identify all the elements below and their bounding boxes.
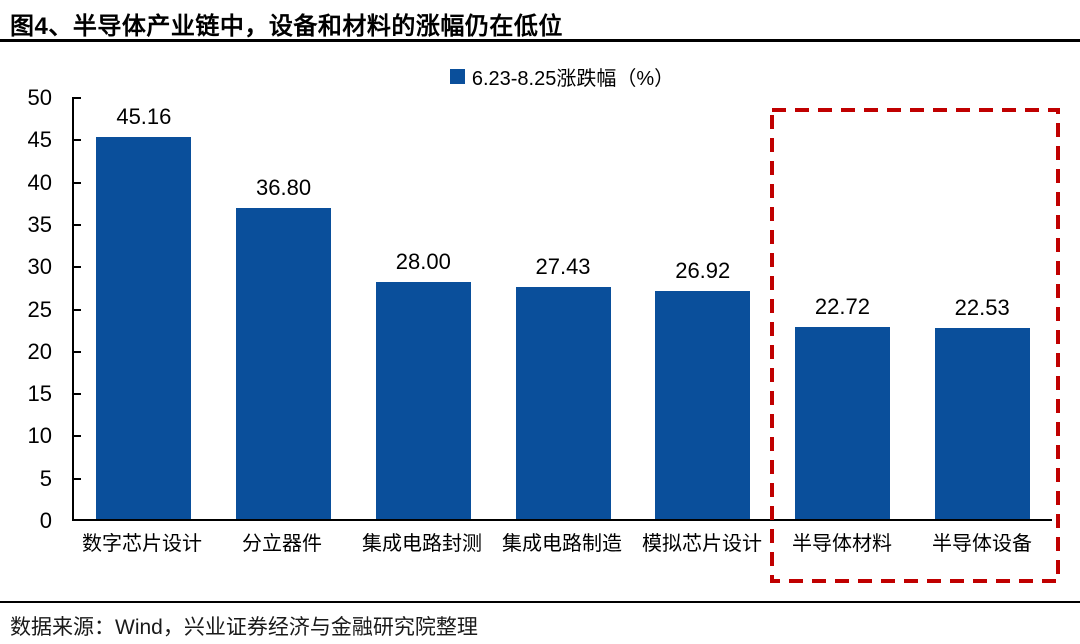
y-tick-label: 25 <box>27 296 52 322</box>
bar <box>375 282 471 519</box>
y-tick-label: 50 <box>27 85 52 110</box>
y-tick-label: 5 <box>39 465 52 491</box>
bar-group-2: 36.80 <box>214 98 354 519</box>
x-category-label: 集成电路封测 <box>362 533 482 555</box>
plot-area: 45.16 36.80 28.00 27.43 26.92 22.72 22.53 <box>72 98 1052 521</box>
x-category-label: 分立器件 <box>242 533 322 555</box>
bar-group-5: 26.92 <box>633 98 773 519</box>
bar-value-label: 26.92 <box>675 258 731 284</box>
x-category-label: 集成电路制造 <box>502 533 622 555</box>
y-tick-mark <box>72 181 81 184</box>
x-category-label: 半导体材料 <box>792 533 892 555</box>
y-tick-label: 10 <box>27 423 52 449</box>
y-tick-mark <box>72 223 81 226</box>
bar-group-6: 22.72 <box>773 98 913 519</box>
bar-value-label: 45.16 <box>116 103 172 129</box>
bar <box>794 326 890 519</box>
bar <box>934 328 1030 519</box>
y-axis: 0 5 10 15 20 25 30 35 40 45 50 <box>0 87 72 532</box>
y-tick-label: 20 <box>27 338 52 364</box>
y-tick-label: 40 <box>27 169 52 195</box>
bar-value-label: 28.00 <box>395 249 451 275</box>
bar <box>236 207 332 519</box>
bar-value-label: 27.43 <box>535 253 591 279</box>
bar-value-label: 36.80 <box>256 174 312 200</box>
y-tick-label: 30 <box>27 254 52 280</box>
y-tick-mark <box>72 350 81 353</box>
bar-value-label: 22.72 <box>814 293 870 319</box>
x-axis: 数字芯片设计 分立器件 集成电路封测 集成电路制造 模拟芯片设计 半导体材料 半导体设备 <box>72 532 1052 556</box>
legend-label: 6.23-8.25涨跌幅（%） <box>471 68 675 90</box>
bar <box>515 286 611 519</box>
y-tick-mark <box>72 97 81 99</box>
bar-group-3: 28.00 <box>353 98 493 519</box>
y-tick-mark <box>72 139 81 142</box>
y-tick-label: 35 <box>27 211 52 237</box>
title-divider <box>0 39 1080 42</box>
bar <box>96 136 192 519</box>
y-tick-label: 45 <box>27 127 52 153</box>
bar-group-1: 45.16 <box>74 98 214 519</box>
y-tick-mark <box>72 308 81 311</box>
bar-value-label: 22.53 <box>954 295 1010 321</box>
legend: 6.23-8.25涨跌幅（%） <box>72 62 1052 91</box>
y-tick-mark <box>72 393 81 396</box>
bar <box>655 291 751 519</box>
footer-divider <box>0 601 1080 603</box>
y-tick-label: 0 <box>39 508 52 533</box>
y-tick-label: 15 <box>27 381 52 407</box>
source-note: 数据来源：Wind，兴业证券经济与金融研究院整理 <box>10 616 478 639</box>
bar-group-7: 22.53 <box>912 98 1052 519</box>
legend-marker-icon <box>449 69 465 84</box>
y-tick-mark <box>72 266 81 269</box>
chart-title: 图4、半导体产业链中，设备和材料的涨幅仍在低位 <box>10 13 563 40</box>
y-tick-mark <box>72 477 81 480</box>
y-tick-mark <box>72 435 81 438</box>
bar-group-4: 27.43 <box>493 98 633 519</box>
x-category-label: 半导体设备 <box>932 533 1032 555</box>
x-category-label: 数字芯片设计 <box>82 533 202 555</box>
x-category-label: 模拟芯片设计 <box>642 533 762 555</box>
